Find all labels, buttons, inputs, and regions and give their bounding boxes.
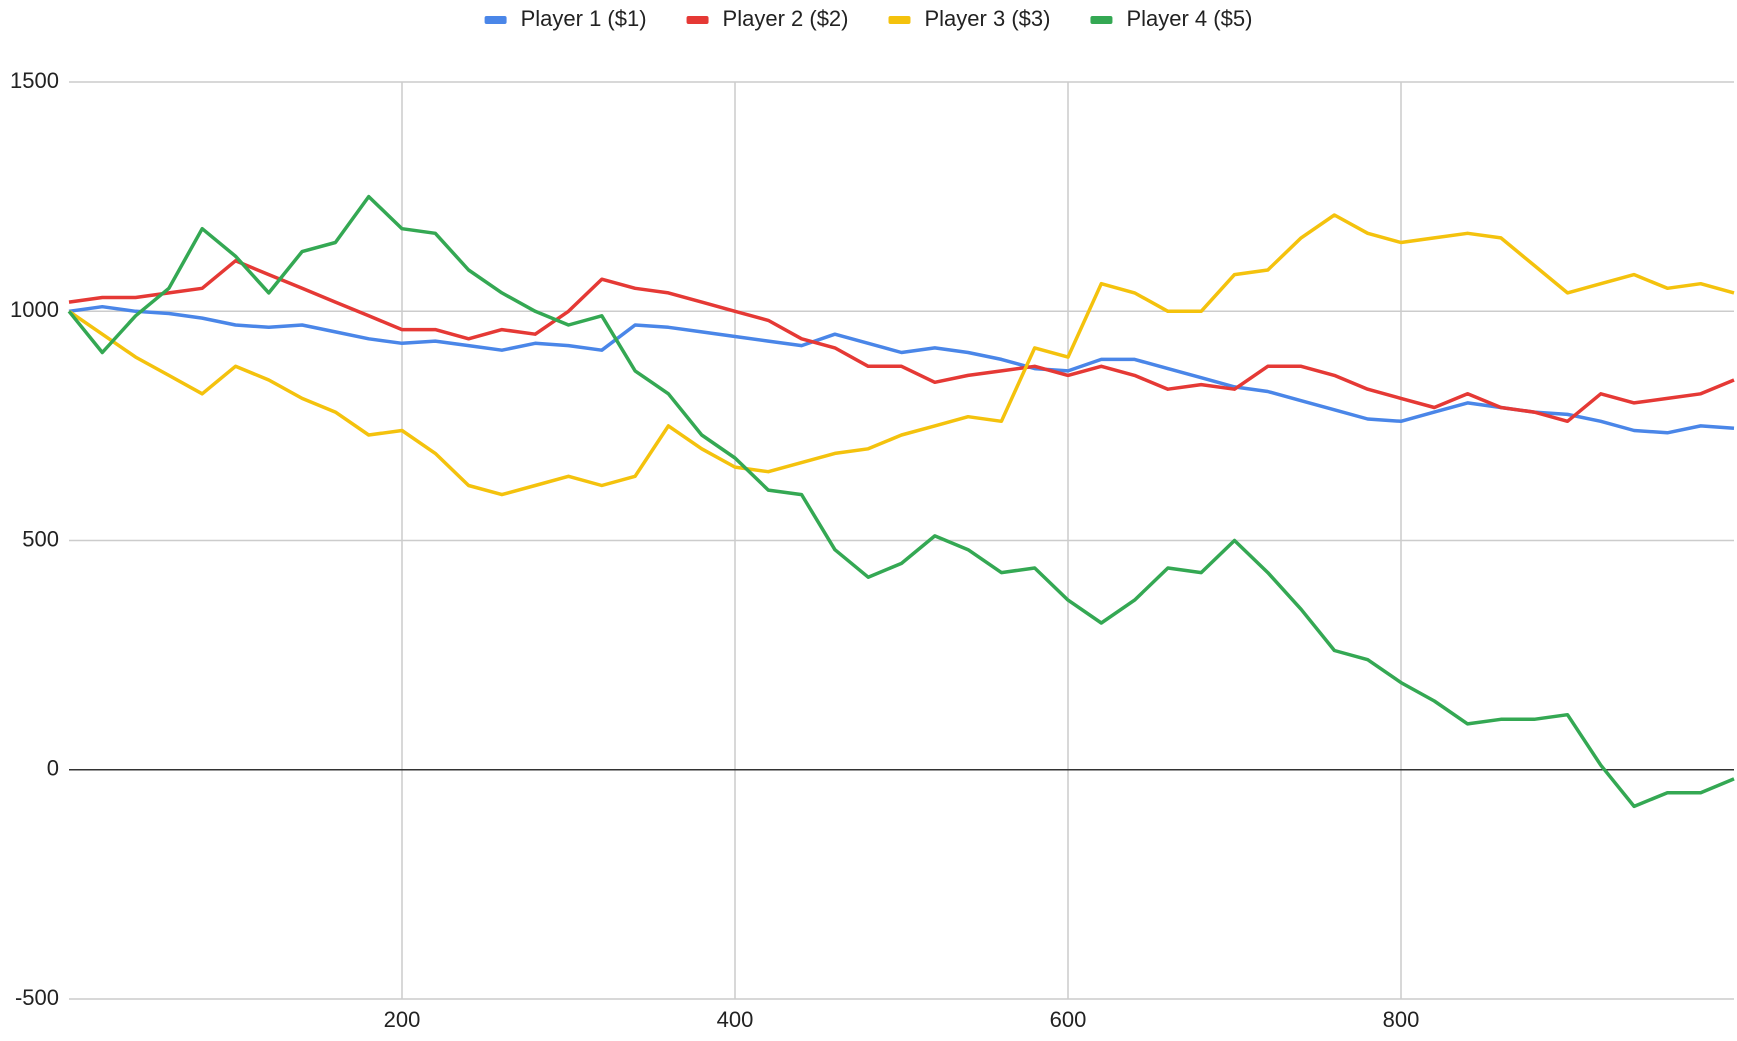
y-tick-label: 1500 [10, 68, 59, 93]
y-tick-label: 500 [22, 526, 59, 551]
legend-swatch [686, 16, 709, 24]
legend-label: Player 1 ($1) [521, 6, 647, 31]
legend-label: Player 3 ($3) [925, 6, 1051, 31]
legend-label: Player 4 ($5) [1126, 6, 1252, 31]
x-tick-label: 600 [1050, 1007, 1087, 1032]
y-tick-label: 1000 [10, 297, 59, 322]
series-line [67, 194, 1735, 809]
series-line [68, 213, 1735, 497]
x-tick-label: 800 [1383, 1007, 1420, 1032]
legend-swatch [888, 16, 911, 24]
x-tick-label: 200 [384, 1007, 421, 1032]
x-tick-label: 400 [717, 1007, 754, 1032]
series-line [68, 304, 1735, 435]
y-tick-label: -500 [15, 985, 59, 1010]
legend-label: Player 2 ($2) [723, 6, 849, 31]
series-line [68, 259, 1735, 424]
legend-swatch [484, 16, 507, 24]
y-tick-label: 0 [47, 756, 59, 781]
legend-swatch [1090, 16, 1113, 24]
